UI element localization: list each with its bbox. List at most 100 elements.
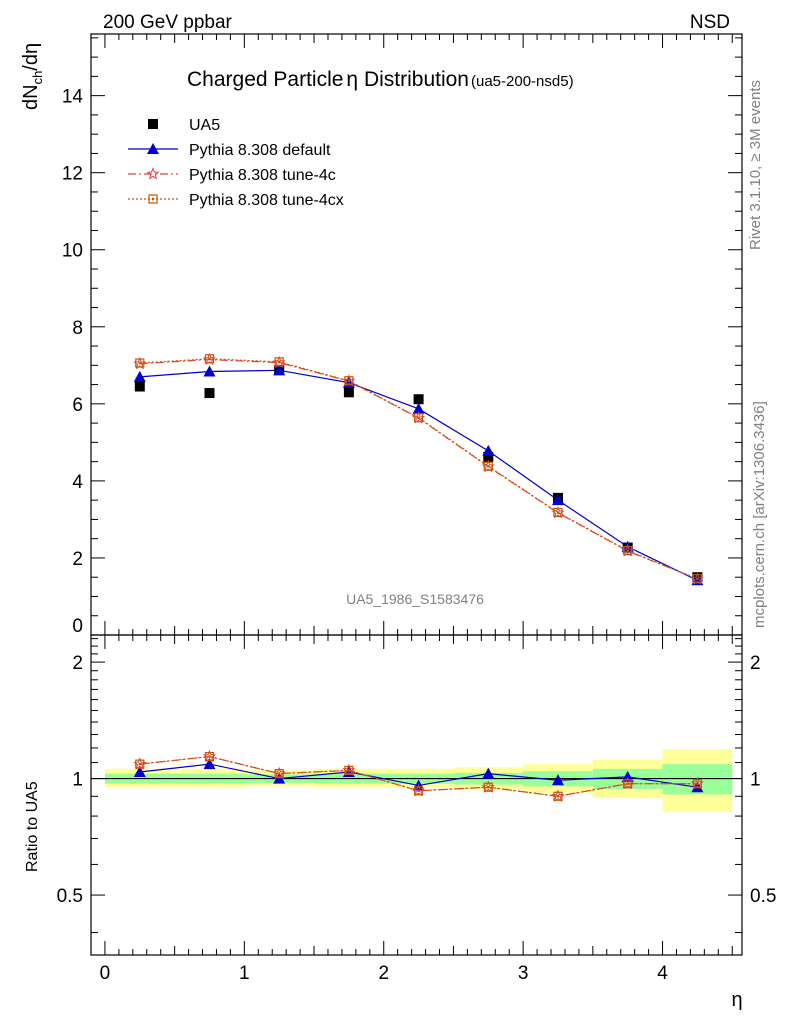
data-point-center	[626, 549, 629, 552]
data-point	[274, 357, 284, 367]
ratio-point	[274, 769, 284, 779]
plot-title-main: Charged Particle	[187, 68, 343, 91]
x-tick-label: 2	[378, 963, 389, 984]
data-point-center	[556, 511, 560, 514]
ratio-point	[483, 782, 493, 792]
legend-marker-2	[146, 167, 160, 180]
ratio-point	[344, 765, 354, 775]
data-point-center	[417, 416, 420, 419]
legend-label-0: UA5	[189, 117, 220, 134]
ratio-point	[135, 759, 145, 769]
ratio-point	[692, 779, 702, 789]
ratio-point-center	[696, 782, 699, 785]
data-point	[483, 461, 493, 471]
ratio-y-tick-label: 2	[72, 653, 83, 674]
ratio-point-center	[347, 769, 351, 772]
ratio-point	[413, 786, 424, 796]
ratio-point-center	[556, 795, 560, 798]
data-point	[483, 452, 494, 463]
series-line-3	[139, 358, 698, 580]
ratio-point-center	[417, 789, 420, 792]
data-point	[413, 413, 424, 423]
y-tick-label: 0	[72, 616, 83, 637]
x-tick-label: 3	[518, 963, 529, 984]
ratio-y-tick-label-right: 2	[750, 653, 761, 674]
ratio-panel: 0 1 2 3 40.5 0.51 12 2	[57, 34, 776, 984]
y-tick-label: 6	[72, 395, 83, 416]
ratio-point	[623, 779, 633, 789]
data-point	[134, 381, 145, 392]
y-tick-label: 10	[62, 241, 83, 262]
analysis-watermark: UA5_1986_S1583476	[346, 591, 484, 607]
y-tick-label: 12	[62, 164, 83, 185]
x-axis-title: η	[731, 989, 742, 1011]
data-point	[551, 494, 564, 506]
ratio-point	[553, 791, 563, 801]
plot-title-eta: η	[346, 68, 358, 91]
data-point	[412, 402, 425, 414]
legend: UA5 Pythia 8.308 default Pythia 8.308 tune…	[128, 117, 344, 209]
ratio-point-center	[208, 755, 211, 758]
ratio-point	[203, 758, 216, 770]
ratio-point	[204, 751, 215, 762]
series-line-2	[139, 358, 698, 580]
data-point	[203, 365, 216, 377]
ratio-point-center	[277, 772, 281, 775]
data-point	[204, 354, 215, 364]
data-point	[135, 358, 145, 368]
y-tick-label: 14	[62, 87, 84, 108]
header-left-label: 200 GeV ppbar	[103, 12, 233, 33]
data-point-center	[696, 577, 699, 580]
data-point-center	[138, 361, 141, 365]
ratio-point	[551, 774, 564, 786]
data-point	[692, 574, 702, 584]
data-point	[553, 507, 563, 518]
data-point	[623, 546, 633, 556]
legend-label-1: Pythia 8.308 default	[189, 142, 331, 159]
side-rivet-label: Rivet 3.1.10, ≥ 3M events	[747, 80, 764, 250]
plot-title-ref: (ua5-200-nsd5)	[471, 73, 574, 90]
data-point	[273, 364, 286, 376]
legend-marker-3	[148, 194, 158, 204]
ratio-y-tick-label-right: 1	[750, 770, 761, 791]
ratio-y-axis-title: Ratio to UA5	[24, 781, 41, 872]
y-tick-label: 8	[72, 318, 83, 339]
ratio-point-center	[487, 786, 490, 789]
data-point-center	[277, 360, 281, 364]
data-point-center	[487, 465, 490, 468]
data-point	[413, 394, 424, 405]
data-point	[482, 444, 495, 456]
plot-title-rest: Distribution	[358, 68, 469, 91]
data-point-center	[347, 379, 351, 382]
ratio-y-tick-label: 1	[72, 770, 83, 791]
ratio-y-tick-label-right: 0.5	[750, 886, 776, 907]
legend-label-2: Pythia 8.308 tune-4c	[189, 167, 336, 184]
ratio-point	[133, 765, 146, 777]
legend-marker-3-center	[151, 197, 155, 201]
data-point	[204, 388, 215, 399]
header-right-label: NSD	[690, 12, 730, 33]
y-tick-label: 4	[72, 472, 83, 493]
x-tick-label: 0	[100, 963, 111, 984]
ratio-point-center	[138, 762, 141, 766]
data-point	[343, 387, 354, 398]
legend-label-3: Pythia 8.308 tune-4cx	[189, 192, 344, 209]
data-point	[344, 376, 354, 386]
ratio-point	[691, 781, 704, 793]
main-frame	[90, 33, 743, 636]
plot-title: Charged Particle η Distribution (ua5-200-n…	[187, 68, 574, 91]
ratio-point	[482, 767, 495, 779]
data-point-center	[208, 357, 211, 360]
legend-marker-0	[148, 119, 158, 129]
ratio-y-tick-label: 0.5	[57, 886, 83, 907]
main-y-axis-title: dNch/dη	[20, 43, 45, 110]
side-mcplots-label: mcplots.cern.ch [arXiv:1306.3436]	[751, 401, 768, 628]
x-tick-label: 1	[239, 963, 250, 984]
ratio-point-center	[626, 782, 629, 785]
y-tick-label: 2	[72, 549, 83, 570]
legend-marker-1	[147, 143, 159, 154]
data-point	[133, 370, 146, 382]
x-tick-label: 4	[657, 963, 668, 984]
